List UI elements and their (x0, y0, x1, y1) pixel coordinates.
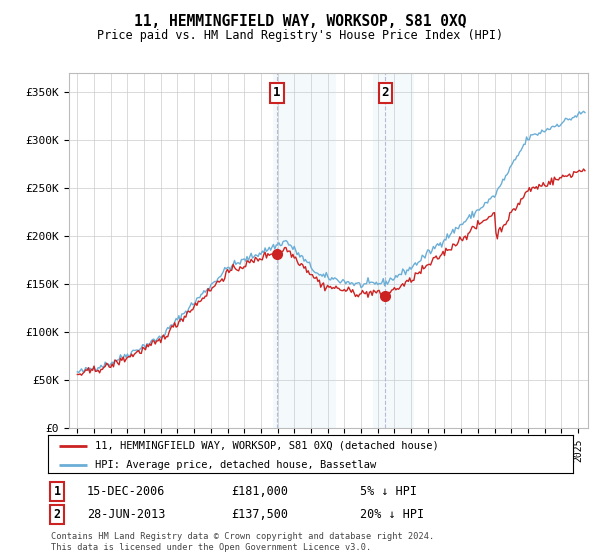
Text: HPI: Average price, detached house, Bassetlaw: HPI: Average price, detached house, Bass… (95, 460, 377, 470)
Text: Price paid vs. HM Land Registry's House Price Index (HPI): Price paid vs. HM Land Registry's House … (97, 29, 503, 42)
Text: 2: 2 (53, 507, 61, 521)
Text: 2: 2 (382, 86, 389, 100)
Text: 15-DEC-2006: 15-DEC-2006 (87, 485, 166, 498)
Text: 1: 1 (53, 485, 61, 498)
Text: 1: 1 (273, 86, 281, 100)
Text: £181,000: £181,000 (231, 485, 288, 498)
Text: 11, HEMMINGFIELD WAY, WORKSOP, S81 0XQ: 11, HEMMINGFIELD WAY, WORKSOP, S81 0XQ (134, 14, 466, 29)
Text: 5% ↓ HPI: 5% ↓ HPI (360, 485, 417, 498)
Text: £137,500: £137,500 (231, 507, 288, 521)
Text: Contains HM Land Registry data © Crown copyright and database right 2024.
This d: Contains HM Land Registry data © Crown c… (51, 533, 434, 552)
Bar (272, 73, 336, 428)
Text: 11, HEMMINGFIELD WAY, WORKSOP, S81 0XQ (detached house): 11, HEMMINGFIELD WAY, WORKSOP, S81 0XQ (… (95, 441, 439, 451)
Text: 28-JUN-2013: 28-JUN-2013 (87, 507, 166, 521)
Text: 20% ↓ HPI: 20% ↓ HPI (360, 507, 424, 521)
Bar (373, 73, 415, 428)
